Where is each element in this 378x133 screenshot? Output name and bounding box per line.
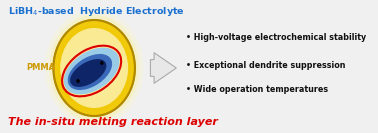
Circle shape	[53, 20, 135, 116]
Circle shape	[49, 15, 139, 121]
Text: • Exceptional dendrite suppression: • Exceptional dendrite suppression	[186, 61, 345, 70]
Circle shape	[76, 79, 80, 83]
FancyArrowPatch shape	[150, 53, 176, 83]
Circle shape	[100, 61, 104, 65]
Circle shape	[62, 30, 126, 106]
Ellipse shape	[68, 54, 112, 90]
Text: LiBH$_4$-based  Hydride Electrolyte: LiBH$_4$-based Hydride Electrolyte	[8, 5, 185, 18]
Text: • High-voltage electrochemical stability: • High-voltage electrochemical stability	[186, 34, 366, 43]
Circle shape	[76, 46, 113, 90]
Ellipse shape	[64, 48, 119, 94]
Circle shape	[53, 20, 135, 116]
Text: • Wide operation temperatures: • Wide operation temperatures	[186, 86, 328, 95]
Circle shape	[58, 25, 131, 111]
Circle shape	[60, 28, 128, 108]
Text: The in-situ melting reaction layer: The in-situ melting reaction layer	[8, 117, 217, 127]
Text: PMMA: PMMA	[26, 63, 55, 72]
Ellipse shape	[70, 59, 106, 87]
Circle shape	[69, 38, 120, 98]
Circle shape	[45, 10, 143, 126]
